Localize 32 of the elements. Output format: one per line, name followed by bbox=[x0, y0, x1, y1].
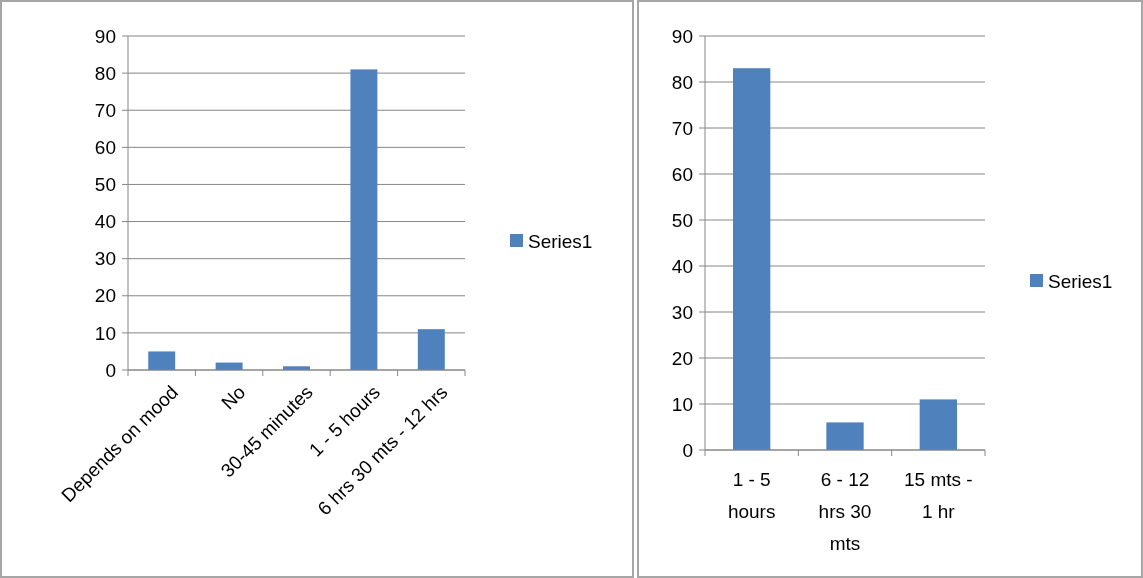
y-tick-label: 30 bbox=[94, 248, 116, 270]
x-tick-label: No bbox=[217, 381, 250, 414]
y-tick-label: 40 bbox=[94, 211, 116, 233]
y-tick-label: 80 bbox=[94, 62, 116, 84]
y-tick-label: 20 bbox=[94, 285, 116, 307]
bar bbox=[350, 69, 378, 370]
y-tick-label: 0 bbox=[682, 439, 693, 461]
legend-label: Series1 bbox=[528, 230, 593, 252]
y-tick-label: 0 bbox=[105, 359, 116, 381]
bar bbox=[919, 399, 957, 450]
x-tick-label: 15 mts - 1 hr bbox=[904, 469, 973, 522]
y-tick-label: 50 bbox=[671, 209, 693, 231]
y-tick-label: 60 bbox=[671, 163, 693, 185]
y-tick-label: 10 bbox=[671, 393, 693, 415]
y-tick-label: 50 bbox=[94, 174, 116, 196]
y-tick-label: 10 bbox=[94, 322, 116, 344]
bar bbox=[826, 422, 864, 450]
y-tick-label: 70 bbox=[94, 99, 116, 121]
x-tick-label: 6 - 12 hrs 30 mts bbox=[818, 469, 872, 554]
y-tick-label: 70 bbox=[671, 117, 693, 139]
y-tick-label: 60 bbox=[94, 136, 116, 158]
bar bbox=[417, 329, 445, 370]
y-tick-label: 80 bbox=[671, 71, 693, 93]
y-tick-label: 30 bbox=[671, 301, 693, 323]
y-tick-label: 90 bbox=[94, 25, 116, 47]
bar bbox=[148, 351, 176, 370]
y-tick-label: 90 bbox=[671, 25, 693, 47]
x-tick-label: 1 - 5 hours bbox=[727, 469, 776, 522]
legend-label: Series1 bbox=[1048, 270, 1113, 292]
bar bbox=[733, 68, 771, 450]
y-tick-label: 40 bbox=[671, 255, 693, 277]
y-tick-label: 20 bbox=[671, 347, 693, 369]
